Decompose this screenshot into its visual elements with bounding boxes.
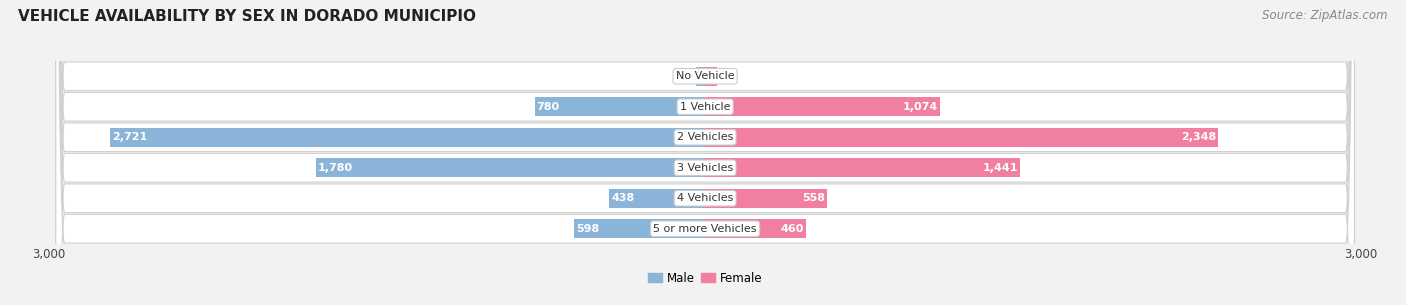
FancyBboxPatch shape <box>56 0 1354 305</box>
Bar <box>534 97 706 116</box>
Bar <box>316 158 706 177</box>
Text: 2,721: 2,721 <box>112 132 148 142</box>
Text: 2 Vehicles: 2 Vehicles <box>676 132 734 142</box>
Text: 3 Vehicles: 3 Vehicles <box>676 163 734 173</box>
Text: 43: 43 <box>681 71 695 81</box>
FancyBboxPatch shape <box>56 0 1354 305</box>
Text: Source: ZipAtlas.com: Source: ZipAtlas.com <box>1263 9 1388 22</box>
Text: 4 Vehicles: 4 Vehicles <box>676 193 734 203</box>
Bar <box>706 189 827 208</box>
FancyBboxPatch shape <box>56 0 1354 305</box>
Bar <box>609 189 706 208</box>
Text: 460: 460 <box>780 224 804 234</box>
Bar <box>575 219 706 238</box>
FancyBboxPatch shape <box>56 0 1354 305</box>
FancyBboxPatch shape <box>56 0 1354 305</box>
Text: 2,348: 2,348 <box>1181 132 1216 142</box>
Bar <box>706 67 717 86</box>
Text: 5 or more Vehicles: 5 or more Vehicles <box>654 224 756 234</box>
Text: 558: 558 <box>803 193 825 203</box>
Text: 598: 598 <box>576 224 599 234</box>
Text: 1 Vehicle: 1 Vehicle <box>681 102 730 112</box>
Text: 438: 438 <box>612 193 634 203</box>
Text: 780: 780 <box>536 102 560 112</box>
Bar <box>110 128 706 147</box>
Bar <box>706 158 1021 177</box>
Bar <box>706 97 941 116</box>
Text: 1,074: 1,074 <box>903 102 938 112</box>
FancyBboxPatch shape <box>56 0 1354 305</box>
Text: VEHICLE AVAILABILITY BY SEX IN DORADO MUNICIPIO: VEHICLE AVAILABILITY BY SEX IN DORADO MU… <box>18 9 477 24</box>
Text: 1,780: 1,780 <box>318 163 353 173</box>
Text: 1,441: 1,441 <box>983 163 1018 173</box>
Text: 56: 56 <box>718 71 733 81</box>
Bar <box>706 219 806 238</box>
Bar <box>706 128 1219 147</box>
Bar <box>696 67 706 86</box>
Text: No Vehicle: No Vehicle <box>676 71 734 81</box>
Legend: Male, Female: Male, Female <box>643 267 768 289</box>
